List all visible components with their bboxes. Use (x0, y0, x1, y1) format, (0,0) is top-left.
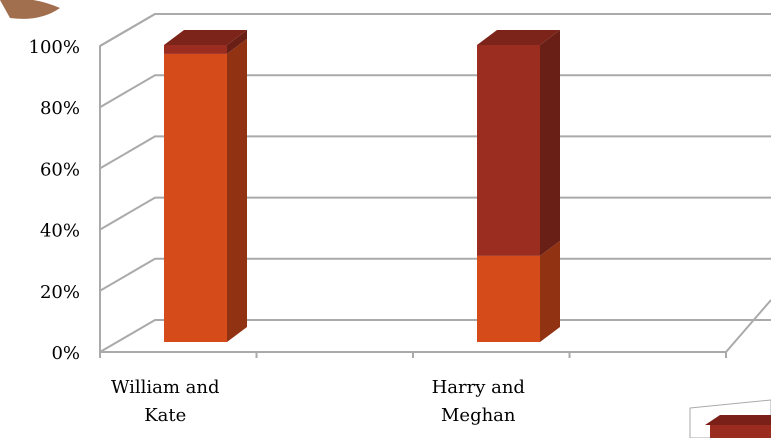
bar-segment (164, 53, 227, 342)
y-tick-label: 0% (51, 343, 80, 364)
legend-swatch (710, 425, 771, 438)
x-tick-label: Harry and Meghan (431, 377, 525, 426)
bar-side (540, 30, 560, 256)
wall (99, 13, 156, 352)
bar-top (164, 30, 247, 45)
y-tick-label: 40% (40, 221, 80, 242)
decoration (0, 0, 60, 19)
grid-line (99, 319, 771, 353)
legend-swatch-top (705, 415, 771, 425)
legend-frame (689, 399, 771, 438)
bar-side (540, 240, 560, 342)
x-tick-label: William and Kate (110, 377, 220, 426)
grid-line (99, 196, 771, 231)
grid-line (99, 257, 771, 292)
y-tick-label: 80% (40, 98, 80, 119)
bar-side (227, 38, 247, 342)
y-tick-label: 20% (40, 282, 80, 303)
y-tick-label: 100% (29, 37, 80, 58)
grid-line (99, 13, 771, 47)
bar-top (477, 30, 560, 45)
y-tick-label: 60% (40, 159, 80, 180)
bar-segment (477, 255, 540, 342)
bar-side (227, 30, 247, 54)
bar-segment (477, 45, 540, 256)
bar-segment (164, 45, 227, 54)
grid-line (99, 74, 771, 109)
grid-line (99, 135, 771, 170)
